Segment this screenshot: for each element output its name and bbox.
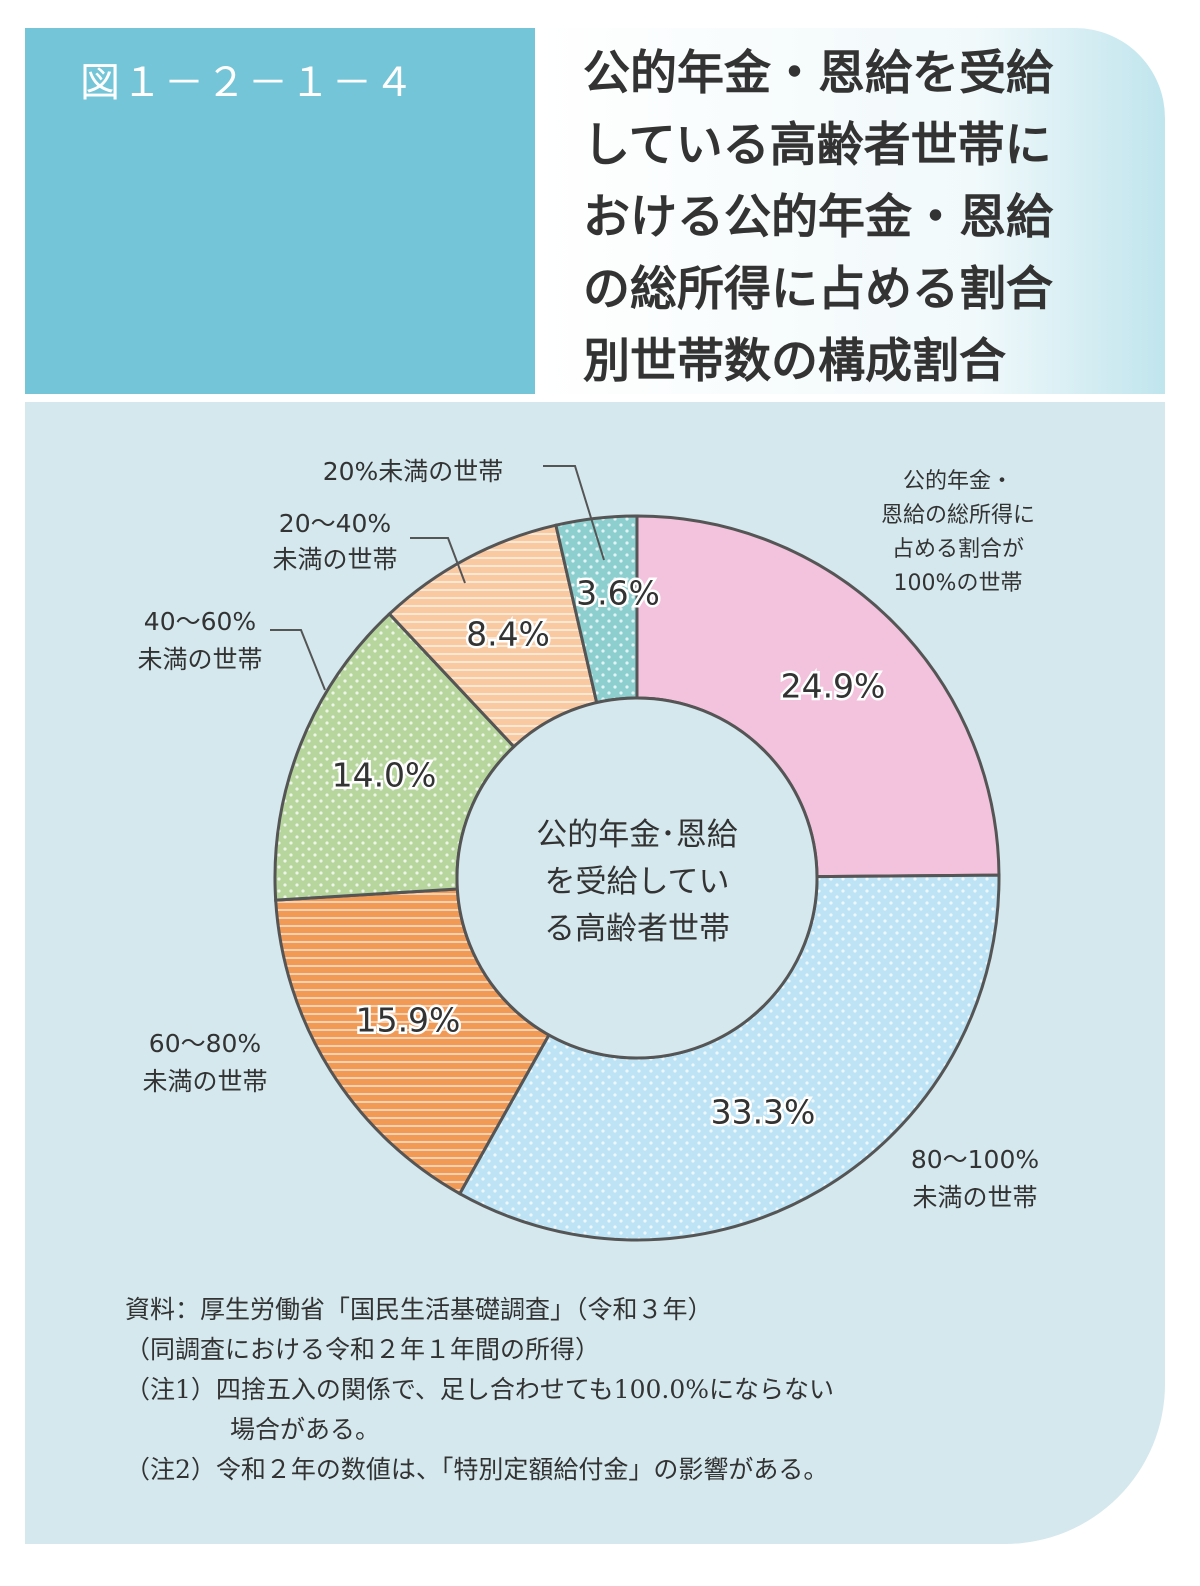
leader-line bbox=[410, 537, 466, 584]
slice-category-label: 40～60%未満の世帯 bbox=[137, 607, 262, 674]
title-line: の総所得に占める割合 bbox=[583, 262, 1053, 317]
donut-hole bbox=[455, 696, 819, 1060]
leader-line bbox=[543, 465, 605, 561]
slice-value-label: 8.4% bbox=[466, 615, 550, 654]
slice-category-label: 60～80%未満の世帯 bbox=[142, 1029, 267, 1096]
source-notes: 資料：厚生労働省「国民生活基礎調査」（令和３年） （同調査における令和２年１年間… bbox=[125, 1290, 1125, 1490]
figure-title: 公的年金・恩給を受給 している高齢者世帯に おける公的年金・恩給 の総所得に占め… bbox=[583, 38, 1143, 398]
slice-value-label: 24.9% bbox=[781, 667, 886, 706]
figure-number-box: 図１－２－１－４ bbox=[25, 28, 535, 394]
figure-number: 図１－２－１－４ bbox=[80, 60, 416, 106]
title-line: おける公的年金・恩給 bbox=[583, 190, 1053, 245]
slice-value-label: 15.9% bbox=[356, 1001, 461, 1040]
title-line: している高齢者世帯に bbox=[583, 118, 1052, 173]
source-line: 資料：厚生労働省「国民生活基礎調査」（令和３年） bbox=[125, 1295, 713, 1324]
center-label: 公的年金･恩給を受給している高齢者世帯 bbox=[536, 817, 738, 947]
leader-lines bbox=[270, 465, 605, 691]
title-background bbox=[535, 28, 1165, 394]
slice-category-label: 20～40%未満の世帯 bbox=[272, 509, 397, 574]
slice-category-label: 公的年金・恩給の総所得に占める割合が 100%の世帯 bbox=[881, 469, 1035, 596]
note-line: （注2）令和２年の数値は、「特別定額給付金」の影響がある。 bbox=[125, 1455, 829, 1484]
note-line: （同調査における令和２年１年間の所得） bbox=[125, 1335, 601, 1364]
slice-category-label: 20%未満の世帯 bbox=[323, 457, 504, 486]
leader-line bbox=[270, 629, 326, 691]
note-line: （注1）四捨五入の関係で、足し合わせても100.0%にならない bbox=[125, 1375, 834, 1404]
labels-layer: 24.9% 33.3% 15.9% 14.0% 8.4% 3.6% 公的年金･恩給を受給して… bbox=[137, 457, 1039, 1212]
slice-value-label: 3.6% bbox=[576, 574, 660, 613]
title-line: 公的年金・恩給を受給 bbox=[583, 46, 1053, 101]
slice-value-label: 33.3% bbox=[711, 1093, 816, 1132]
slices-layer bbox=[273, 514, 1001, 1242]
note-line: 場合がある。 bbox=[230, 1415, 381, 1444]
title-line: 別世帯数の構成割合 bbox=[583, 334, 1006, 389]
slice-category-label: 80～100%未満の世帯 bbox=[911, 1145, 1039, 1212]
slice-value-label: 14.0% bbox=[332, 756, 437, 795]
